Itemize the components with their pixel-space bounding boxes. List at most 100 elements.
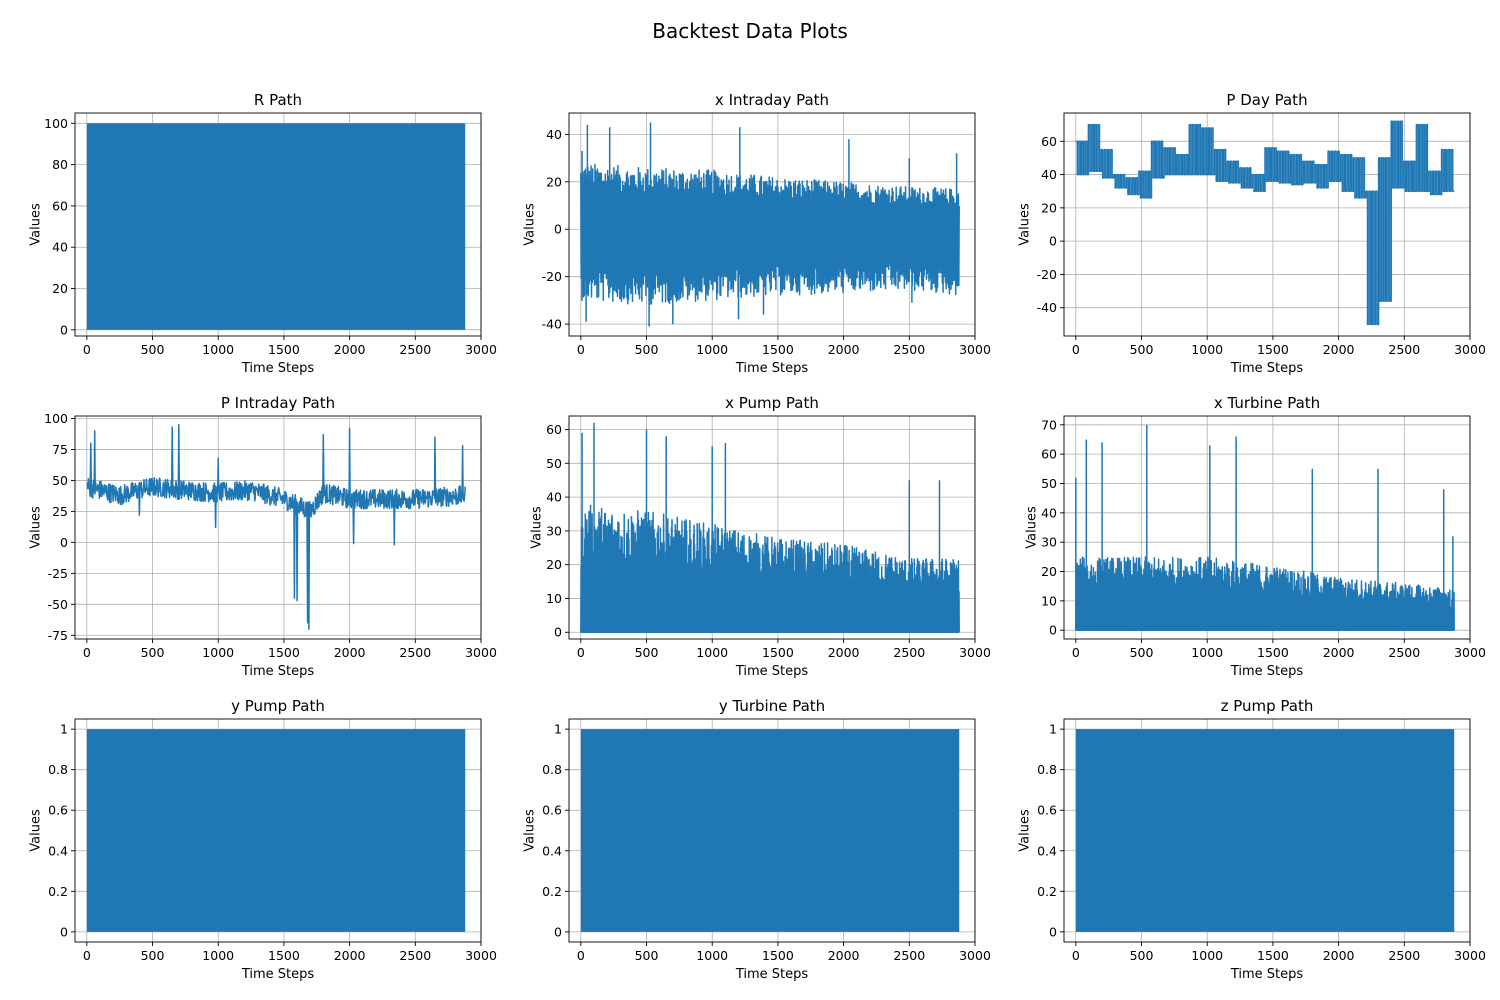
y-tick-label: 60 [52, 198, 68, 213]
x-axis-label: Time Steps [241, 664, 315, 679]
x-tick-label: 2500 [893, 342, 925, 357]
subplot: 0 500 1000 1500 2000 2500 3000 -40 -20 0 20 40 60 P D… [1017, 91, 1486, 376]
x-tick-label: 1000 [1191, 342, 1223, 357]
axes-frame [568, 112, 976, 337]
x-tick-label: 0 [577, 948, 585, 963]
y-tick-label: 1 [60, 722, 68, 737]
x-tick-label: 1000 [696, 645, 728, 660]
series-line [580, 422, 960, 633]
x-axis-label: Time Steps [735, 967, 809, 982]
x-tick-label: 2000 [334, 645, 366, 660]
y-tick-label: 0 [554, 222, 562, 237]
y-tick-label: 20 [1041, 200, 1057, 215]
x-tick-label: 0 [83, 645, 91, 660]
subplot: 0 500 1000 1500 2000 2500 3000 0 10 20 30 40 50 60 70 x… [1025, 394, 1486, 679]
x-axis-label: Time Steps [735, 664, 809, 679]
y-tick-label: 0 [554, 924, 562, 939]
x-tick-label: 1000 [1191, 645, 1223, 660]
y-tick-label: 40 [546, 490, 562, 505]
subplot: 0 500 1000 1500 2000 2500 3000 -75 -50 -25 0 25 50 75… [28, 394, 497, 679]
x-tick-label: 500 [1130, 948, 1154, 963]
x-tick-label: 2000 [1323, 342, 1355, 357]
x-tick-label: 1000 [696, 948, 728, 963]
axes-frame [74, 415, 482, 640]
y-axis-label: Values [1017, 809, 1032, 852]
y-tick-label: 1 [1049, 722, 1057, 737]
y-tick-label: 60 [546, 422, 562, 437]
subplot: 0 500 1000 1500 2000 2500 3000 0 10 20 30 40 50 60 x P… [530, 394, 991, 679]
x-tick-label: 2000 [334, 948, 366, 963]
x-tick-label: 3000 [1454, 342, 1486, 357]
y-tick-label: -40 [542, 317, 562, 332]
y-tick-label: 0.4 [48, 843, 68, 858]
x-tick-label: 1500 [762, 948, 794, 963]
y-tick-label: 0.6 [542, 803, 562, 818]
x-tick-label: 3000 [959, 342, 991, 357]
y-tick-label: 40 [1041, 167, 1057, 182]
series-line [1075, 424, 1455, 631]
subplot-title: x Pump Path [725, 394, 819, 412]
y-tick-label: 0 [554, 625, 562, 640]
x-tick-label: 500 [635, 948, 659, 963]
x-axis-label: Time Steps [1230, 361, 1304, 376]
axes-frame [74, 718, 482, 943]
x-tick-label: 500 [141, 645, 165, 660]
x-tick-label: 2000 [1323, 948, 1355, 963]
x-tick-label: 2000 [828, 342, 860, 357]
y-axis-label: Values [28, 506, 43, 549]
series-line [1075, 120, 1455, 326]
y-tick-label: 0.6 [1037, 803, 1057, 818]
axes-frame [1063, 415, 1471, 640]
x-tick-label: 1500 [268, 342, 300, 357]
y-tick-label: -20 [542, 269, 562, 284]
y-tick-label: 0 [60, 535, 68, 550]
series-band [1075, 729, 1455, 932]
x-tick-label: 1000 [202, 948, 234, 963]
axes-frame [1063, 112, 1471, 337]
x-tick-label: 500 [1130, 645, 1154, 660]
x-tick-label: 1000 [696, 342, 728, 357]
y-tick-label: 20 [546, 174, 562, 189]
y-tick-label: 20 [1041, 564, 1057, 579]
y-tick-label: 30 [1041, 535, 1057, 550]
subplot-title: x Intraday Path [715, 91, 829, 109]
series-line [580, 122, 960, 327]
y-tick-label: 40 [52, 240, 68, 255]
x-tick-label: 0 [83, 342, 91, 357]
x-tick-label: 0 [1072, 948, 1080, 963]
subplot-title: x Turbine Path [1214, 394, 1320, 412]
y-tick-label: 25 [52, 504, 68, 519]
y-tick-label: 0.8 [542, 762, 562, 777]
y-tick-label: 40 [1041, 505, 1057, 520]
x-tick-label: 1500 [1257, 645, 1289, 660]
x-tick-label: 2500 [399, 948, 431, 963]
x-tick-label: 1000 [202, 645, 234, 660]
y-tick-label: 70 [1041, 417, 1057, 432]
x-tick-label: 3000 [465, 645, 497, 660]
y-axis-label: Values [522, 809, 537, 852]
x-tick-label: 2000 [334, 342, 366, 357]
y-tick-label: 0.6 [48, 803, 68, 818]
subplot-title: z Pump Path [1221, 697, 1314, 715]
x-tick-label: 1000 [202, 342, 234, 357]
subplot-title: y Pump Path [231, 697, 325, 715]
x-tick-label: 2500 [1388, 948, 1420, 963]
subplot: 0 500 1000 1500 2000 2500 3000 0 20 40 60 80 100 R Pa… [28, 91, 497, 376]
y-axis-label: Values [522, 203, 537, 246]
y-tick-label: 50 [52, 473, 68, 488]
y-tick-label: 0.4 [1037, 843, 1057, 858]
y-tick-label: 0 [60, 322, 68, 337]
axes-frame [74, 112, 482, 337]
x-tick-label: 3000 [1454, 645, 1486, 660]
x-axis-label: Time Steps [735, 361, 809, 376]
y-tick-label: -25 [48, 566, 68, 581]
y-tick-label: 0.2 [1037, 884, 1057, 899]
subplot: 0 500 1000 1500 2000 2500 3000 0 0.2 0.4 0.6 0.8 1 y … [522, 697, 991, 982]
y-tick-label: -40 [1037, 300, 1057, 315]
subplot-title: y Turbine Path [719, 697, 825, 715]
axes-frame [568, 718, 976, 943]
y-tick-label: -20 [1037, 267, 1057, 282]
x-tick-label: 500 [1130, 342, 1154, 357]
y-axis-label: Values [530, 506, 545, 549]
y-tick-label: 0.2 [542, 884, 562, 899]
